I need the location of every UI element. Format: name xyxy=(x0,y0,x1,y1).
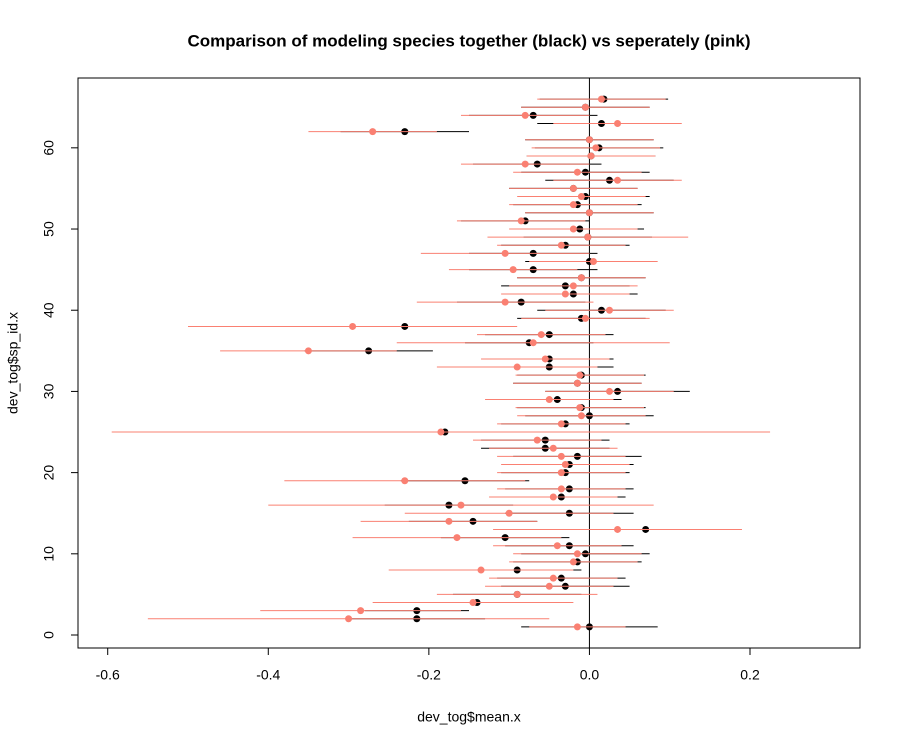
point xyxy=(513,363,521,371)
point xyxy=(457,501,465,509)
point xyxy=(585,209,593,217)
point xyxy=(549,444,557,452)
point xyxy=(553,542,561,550)
point xyxy=(533,436,541,444)
point xyxy=(573,623,581,631)
x-tick-label: -0.2 xyxy=(417,667,441,683)
point xyxy=(513,590,521,598)
point xyxy=(569,184,577,192)
point xyxy=(569,225,577,233)
point xyxy=(569,282,577,290)
point xyxy=(537,331,545,339)
point xyxy=(614,119,622,127)
point xyxy=(606,387,614,395)
point xyxy=(577,193,585,201)
x-tick-label: -0.6 xyxy=(96,667,120,683)
point xyxy=(453,534,461,542)
point xyxy=(569,201,577,209)
point xyxy=(569,558,577,566)
point xyxy=(304,347,312,355)
y-tick-label: 60 xyxy=(41,140,57,156)
point xyxy=(445,517,453,525)
x-tick-label: -0.4 xyxy=(256,667,280,683)
y-tick-label: 20 xyxy=(41,465,57,481)
point xyxy=(614,176,622,184)
x-tick-label: 0.2 xyxy=(740,667,760,683)
y-axis-label: dev_tog$sp_id.x xyxy=(5,312,21,414)
point xyxy=(577,412,585,420)
point xyxy=(541,355,549,363)
x-tick-label: 0.0 xyxy=(580,667,600,683)
point xyxy=(437,428,445,436)
point xyxy=(349,322,357,330)
point xyxy=(584,233,592,241)
point xyxy=(369,128,377,136)
point xyxy=(545,582,553,590)
point xyxy=(561,290,569,298)
chart-title: Comparison of modeling species together … xyxy=(187,31,750,50)
point xyxy=(589,258,597,266)
point xyxy=(557,420,565,428)
point xyxy=(401,477,409,485)
point xyxy=(549,493,557,501)
point xyxy=(557,452,565,460)
point xyxy=(521,160,529,168)
point xyxy=(509,266,517,274)
point xyxy=(545,396,553,404)
point xyxy=(576,404,584,412)
point xyxy=(597,95,605,103)
y-tick-label: 40 xyxy=(41,302,57,318)
point xyxy=(549,574,557,582)
point xyxy=(576,371,584,379)
y-tick-label: 30 xyxy=(41,383,57,399)
point xyxy=(614,525,622,533)
point xyxy=(573,168,581,176)
point xyxy=(606,306,614,314)
x-axis-label: dev_tog$mean.x xyxy=(417,709,521,725)
point xyxy=(521,111,529,119)
point xyxy=(557,469,565,477)
point xyxy=(573,550,581,558)
point xyxy=(345,615,353,623)
y-tick-label: 10 xyxy=(41,546,57,562)
y-tick-label: 0 xyxy=(41,631,57,639)
point xyxy=(573,379,581,387)
point xyxy=(592,144,600,152)
point xyxy=(581,314,589,322)
point xyxy=(585,136,593,144)
y-tick-label: 50 xyxy=(41,221,57,237)
point xyxy=(477,566,485,574)
point xyxy=(557,241,565,249)
point xyxy=(561,460,569,468)
point xyxy=(557,485,565,493)
point xyxy=(357,607,365,615)
point xyxy=(529,339,537,347)
point xyxy=(501,298,509,306)
point xyxy=(587,152,595,160)
point xyxy=(517,217,525,225)
point xyxy=(577,274,585,282)
point xyxy=(501,249,509,257)
plot-box xyxy=(77,77,861,649)
point xyxy=(469,599,477,607)
point xyxy=(581,103,589,111)
point xyxy=(505,509,513,517)
